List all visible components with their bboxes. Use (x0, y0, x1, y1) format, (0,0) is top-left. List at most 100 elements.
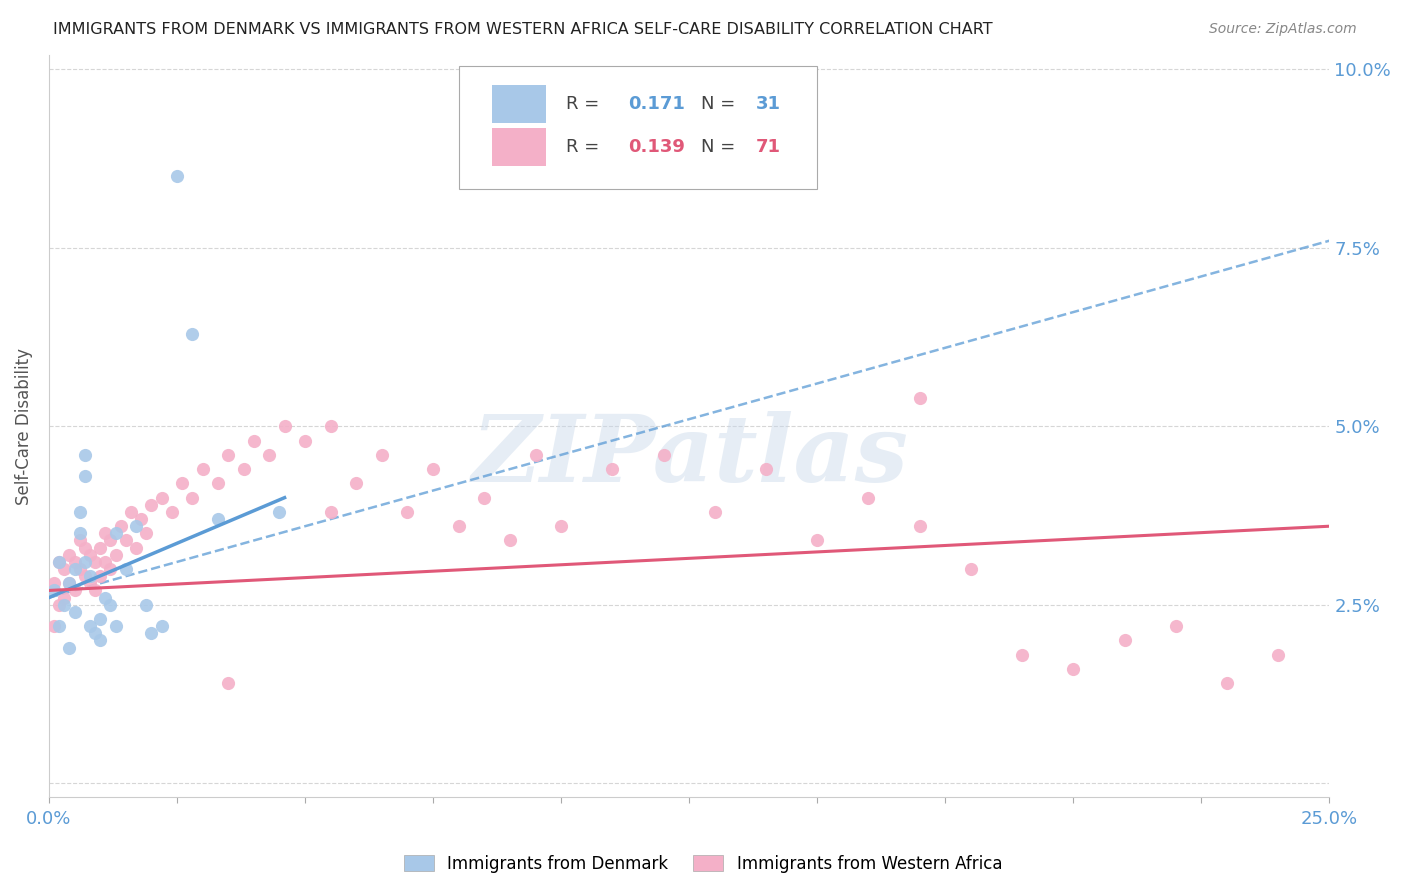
Text: IMMIGRANTS FROM DENMARK VS IMMIGRANTS FROM WESTERN AFRICA SELF-CARE DISABILITY C: IMMIGRANTS FROM DENMARK VS IMMIGRANTS FR… (53, 22, 993, 37)
Point (114, 533, 136, 548)
Point (125, 541, 148, 555)
Point (806, 533, 828, 548)
Text: 31: 31 (756, 95, 780, 113)
Point (499, 533, 522, 548)
Point (84, 555, 107, 569)
Y-axis label: Self-Care Disability: Self-Care Disability (15, 348, 32, 505)
Point (94, 591, 117, 605)
Point (550, 519, 572, 533)
Point (294, 434, 316, 448)
Text: 0.171: 0.171 (627, 95, 685, 113)
Point (53, 598, 76, 612)
Text: R =: R = (567, 95, 605, 113)
Point (344, 476, 367, 491)
Point (217, 676, 239, 690)
Text: R =: R = (567, 138, 605, 156)
Point (257, 448, 280, 462)
Point (100, 598, 122, 612)
Point (79, 569, 101, 583)
Point (232, 462, 254, 476)
Point (69, 526, 91, 541)
Point (48, 598, 70, 612)
Point (524, 448, 547, 462)
Point (1164, 619, 1187, 633)
Point (166, 169, 188, 184)
Point (703, 505, 725, 519)
Point (135, 598, 157, 612)
Point (125, 519, 148, 533)
Text: Source: ZipAtlas.com: Source: ZipAtlas.com (1209, 22, 1357, 37)
Point (63, 583, 86, 598)
Point (1216, 676, 1239, 690)
Point (73, 569, 96, 583)
FancyBboxPatch shape (492, 128, 546, 167)
Point (269, 505, 291, 519)
Point (73, 469, 96, 483)
Legend: Immigrants from Denmark, Immigrants from Western Africa: Immigrants from Denmark, Immigrants from… (396, 848, 1010, 880)
Point (908, 519, 931, 533)
Point (69, 533, 91, 548)
Point (858, 491, 880, 505)
Point (69, 505, 91, 519)
Point (243, 434, 266, 448)
Point (73, 555, 96, 569)
Point (371, 448, 394, 462)
Text: N =: N = (700, 95, 741, 113)
Point (89, 612, 111, 626)
Point (94, 555, 117, 569)
Point (181, 491, 204, 505)
Point (48, 555, 70, 569)
Text: 71: 71 (756, 138, 780, 156)
Point (94, 526, 117, 541)
Point (58, 548, 80, 562)
Point (172, 476, 194, 491)
Point (319, 505, 342, 519)
Point (1114, 633, 1136, 648)
Text: ZIPatlas: ZIPatlas (471, 411, 908, 501)
Point (53, 591, 76, 605)
Text: N =: N = (700, 138, 741, 156)
Point (960, 562, 983, 576)
Point (89, 569, 111, 583)
Point (48, 619, 70, 633)
Point (129, 512, 152, 526)
Point (79, 548, 101, 562)
Point (89, 633, 111, 648)
FancyBboxPatch shape (458, 66, 817, 189)
Point (217, 448, 239, 462)
Point (319, 419, 342, 434)
Point (141, 498, 163, 512)
Point (104, 548, 127, 562)
Point (104, 619, 127, 633)
FancyBboxPatch shape (492, 85, 546, 123)
Point (181, 326, 204, 341)
Point (69, 562, 91, 576)
Point (58, 640, 80, 655)
Point (42, 619, 65, 633)
Point (1062, 662, 1084, 676)
Point (79, 576, 101, 591)
Point (42, 583, 65, 598)
Point (755, 462, 778, 476)
Point (79, 619, 101, 633)
Point (191, 462, 214, 476)
Point (100, 533, 122, 548)
Point (100, 562, 122, 576)
Point (207, 512, 229, 526)
Point (42, 576, 65, 591)
Point (908, 391, 931, 405)
Point (58, 576, 80, 591)
Point (1267, 648, 1289, 662)
Point (396, 505, 419, 519)
Point (447, 519, 470, 533)
Point (63, 562, 86, 576)
Point (135, 526, 157, 541)
Point (141, 626, 163, 640)
Point (84, 626, 107, 640)
Point (63, 605, 86, 619)
Point (110, 519, 132, 533)
Point (58, 576, 80, 591)
Point (1011, 648, 1033, 662)
Point (207, 476, 229, 491)
Point (53, 562, 76, 576)
